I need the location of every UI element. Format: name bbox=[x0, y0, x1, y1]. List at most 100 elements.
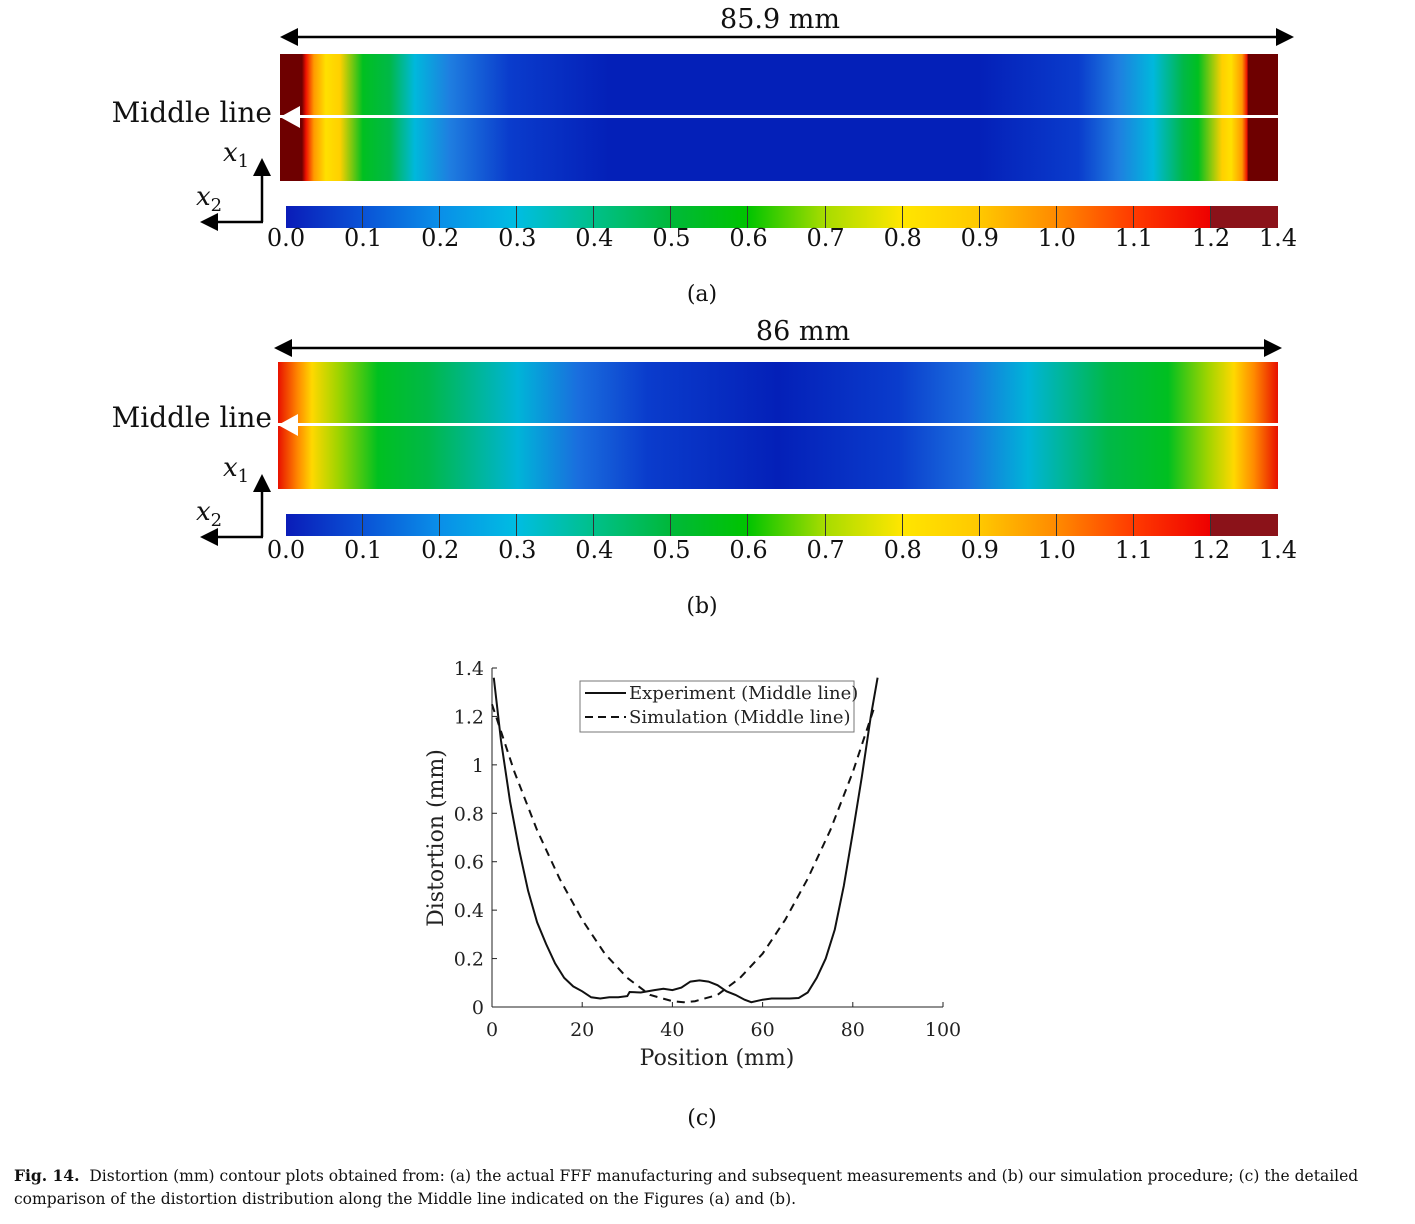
x-tick-label: 60 bbox=[751, 1019, 775, 1041]
colorbar-segment bbox=[363, 206, 441, 228]
colorbar-segment bbox=[825, 206, 903, 228]
colorbar-ticks-a: 0.0 0.1 0.2 0.3 0.4 0.5 0.6 0.7 0.8 0.9 1.0 1.1 1.2 1… bbox=[267, 224, 1297, 254]
caption-text: Distortion (mm) contour plots obtained f… bbox=[14, 1167, 1359, 1208]
panel-label-b: (b) bbox=[686, 594, 718, 619]
colorbar-segment bbox=[440, 514, 518, 536]
dimension-label-a: 85.9 mm bbox=[720, 4, 840, 35]
legend-label: Experiment (Middle line) bbox=[629, 683, 858, 704]
y-tick-label: 0 bbox=[472, 997, 484, 1019]
x-tick-label: 0 bbox=[486, 1019, 498, 1041]
colorbar-segment bbox=[1133, 514, 1211, 536]
colorbar-tick-label: 1.4 bbox=[1258, 224, 1298, 252]
y-axis-label: Distortion (mm) bbox=[424, 749, 449, 927]
y-tick-label: 1.2 bbox=[454, 706, 484, 728]
series-line-experiment bbox=[492, 677, 879, 1004]
colorbar-tick-label: 0.3 bbox=[498, 224, 537, 252]
contour-plot-simulation bbox=[278, 362, 1278, 489]
y-tick-label: 0.2 bbox=[454, 949, 484, 971]
colorbar-tick-label: 0.8 bbox=[883, 536, 922, 564]
colorbar-segment bbox=[286, 514, 364, 536]
colorbar-tick-label: 0.8 bbox=[883, 224, 922, 252]
colorbar-segment bbox=[979, 514, 1057, 536]
panel-label-c: (c) bbox=[687, 1106, 717, 1131]
colorbar-segment bbox=[748, 514, 826, 536]
colorbar-tick-label: 0.4 bbox=[575, 536, 614, 564]
colorbar-segment bbox=[748, 206, 826, 228]
middle-line-label-b: Middle line bbox=[111, 401, 272, 434]
colorbar-tick-label: 0.2 bbox=[421, 224, 460, 252]
colorbar-tick-label: 1.0 bbox=[1037, 536, 1076, 564]
colorbar-segment bbox=[594, 514, 672, 536]
axis-x1-label-a: x1 bbox=[223, 138, 250, 173]
figure-arrows bbox=[200, 28, 1294, 546]
colorbar-tick-label: 0.9 bbox=[960, 536, 999, 564]
middle-line-arrowhead-icon bbox=[280, 106, 300, 128]
colorbar-tick-label: 0.7 bbox=[806, 536, 845, 564]
colorbar-tick-label: 0.1 bbox=[343, 224, 383, 252]
series-line-simulation bbox=[491, 703, 877, 1004]
axis-x2-label-a: x2 bbox=[196, 182, 223, 217]
dimension-label-b: 86 mm bbox=[755, 316, 851, 347]
y-tick-label: 0.4 bbox=[454, 900, 484, 922]
colorbar-tick-label: 0.5 bbox=[652, 224, 691, 252]
colorbar-tick-label: 1.1 bbox=[1114, 536, 1153, 564]
colorbar-segment bbox=[286, 206, 364, 228]
colorbar-segment bbox=[517, 514, 595, 536]
distortion-line-chart: 0 20 40 60 80 100 0 0.2 0.4 0.6 0.8 1 1.2 1.4 Position… bbox=[424, 658, 961, 1071]
legend-label: Simulation (Middle line) bbox=[629, 707, 851, 728]
colorbar-tick-label: 1.0 bbox=[1037, 224, 1076, 252]
colorbar-segment bbox=[1056, 206, 1134, 228]
x-tick-label: 40 bbox=[660, 1019, 684, 1041]
colorbar-ticks-b: 0.0 0.1 0.2 0.3 0.4 0.5 0.6 0.7 0.8 0.9 1.0 1.1 1.2 1… bbox=[267, 536, 1297, 566]
colorbar-tick-label: 0.6 bbox=[729, 536, 768, 564]
colorbar-tick-label: 0.3 bbox=[498, 536, 537, 564]
colorbar-segment bbox=[825, 514, 903, 536]
colorbar-segment-top bbox=[1210, 206, 1278, 228]
middle-line bbox=[280, 115, 1278, 118]
colorbar-segment bbox=[594, 206, 672, 228]
colorbar-b bbox=[286, 514, 1278, 536]
colorbar-segment bbox=[517, 206, 595, 228]
figure-caption: Fig. 14. Distortion (mm) contour plots o… bbox=[14, 1164, 1404, 1211]
colorbar-tick-label: 1.4 bbox=[1258, 536, 1298, 564]
contour-plot-experiment bbox=[280, 54, 1278, 181]
y-tick-label: 1.4 bbox=[454, 658, 484, 680]
x-axis-label: Position (mm) bbox=[640, 1046, 795, 1071]
colorbar-segment bbox=[363, 514, 441, 536]
colorbar-segment bbox=[1056, 514, 1134, 536]
colorbar-tick-label: 0.6 bbox=[729, 224, 768, 252]
colorbar-tick-label: 0.9 bbox=[960, 224, 999, 252]
colorbar-tick-label: 0.1 bbox=[343, 536, 383, 564]
axis-x2-label-b: x2 bbox=[196, 497, 223, 532]
colorbar-segment bbox=[440, 206, 518, 228]
dimension-arrow-b bbox=[274, 339, 1282, 357]
colorbar-tick-label: 1.2 bbox=[1191, 224, 1231, 252]
colorbar-segment bbox=[1133, 206, 1211, 228]
colorbar-tick-label: 0.0 bbox=[266, 224, 306, 252]
coordinate-axes-b bbox=[200, 474, 271, 546]
colorbar-segment bbox=[902, 514, 980, 536]
y-tick-label: 0.6 bbox=[454, 852, 484, 874]
middle-line bbox=[278, 423, 1278, 426]
dimension-arrow-a bbox=[280, 28, 1294, 46]
figure-number: Fig. 14. bbox=[14, 1166, 80, 1185]
panel-label-a: (a) bbox=[686, 282, 718, 307]
y-tick-label: 0.8 bbox=[454, 803, 484, 825]
colorbar-tick-label: 0.0 bbox=[266, 536, 306, 564]
colorbar-a bbox=[286, 206, 1278, 228]
colorbar-tick-label: 1.1 bbox=[1114, 224, 1153, 252]
middle-line-arrowhead-icon bbox=[278, 414, 298, 436]
colorbar-segment bbox=[671, 206, 749, 228]
x-tick-label: 100 bbox=[925, 1019, 961, 1041]
middle-line-label-a: Middle line bbox=[111, 96, 272, 129]
colorbar-segment bbox=[671, 514, 749, 536]
x-tick-label: 20 bbox=[570, 1019, 594, 1041]
colorbar-tick-label: 0.4 bbox=[575, 224, 614, 252]
colorbar-tick-label: 0.5 bbox=[652, 536, 691, 564]
y-tick-label: 1 bbox=[472, 755, 484, 777]
colorbar-tick-label: 1.2 bbox=[1191, 536, 1231, 564]
axis-x1-label-b: x1 bbox=[223, 453, 250, 488]
colorbar-segment bbox=[902, 206, 980, 228]
coordinate-axes-a bbox=[200, 158, 271, 231]
x-tick-label: 80 bbox=[841, 1019, 865, 1041]
